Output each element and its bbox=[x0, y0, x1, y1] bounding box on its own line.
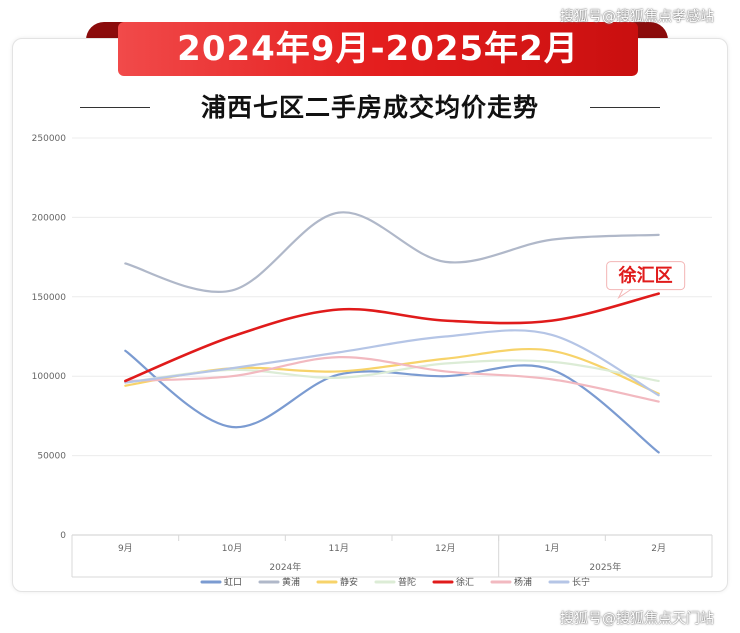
chart-title: 浦西七区二手房成交均价走势 bbox=[200, 93, 539, 122]
x-tick-label: 1月 bbox=[545, 543, 560, 554]
series-line-长宁 bbox=[124, 329, 660, 397]
chart-heading: 浦西七区二手房成交均价走势 bbox=[0, 86, 740, 130]
watermark-top: 搜狐号@搜狐焦点孝感站 bbox=[560, 9, 714, 25]
annotation-box bbox=[606, 261, 686, 291]
heading-rule-left bbox=[80, 107, 150, 108]
x-tick-label: 2月 bbox=[651, 543, 666, 554]
legend-label: 虹口 bbox=[224, 577, 242, 588]
x-tick-label: 12月 bbox=[435, 543, 455, 554]
series-line-黄浦 bbox=[124, 211, 660, 293]
year-label: 2025年 bbox=[589, 561, 621, 573]
chart-card bbox=[12, 38, 728, 592]
series-line-杨浦 bbox=[124, 356, 660, 403]
y-tick-label: 50000 bbox=[37, 452, 66, 462]
y-tick-label: 0 bbox=[60, 531, 66, 541]
legend-label: 黄浦 bbox=[282, 576, 300, 588]
legend-label: 徐汇 bbox=[456, 576, 474, 588]
x-tick-label: 11月 bbox=[328, 543, 348, 554]
legend-label: 静安 bbox=[340, 576, 358, 588]
annotation-label: 徐汇区 bbox=[618, 265, 673, 287]
series-line-徐汇 bbox=[124, 292, 660, 383]
y-tick-label: 100000 bbox=[32, 372, 67, 382]
legend-label: 长宁 bbox=[572, 576, 590, 588]
date-range-banner: 2024年9月-2025年2月 bbox=[118, 22, 638, 76]
y-tick-label: 200000 bbox=[32, 213, 67, 223]
y-tick-label: 250000 bbox=[32, 134, 67, 144]
legend-label: 普陀 bbox=[398, 576, 416, 588]
watermark-bottom: 搜狐号@搜狐焦点天门站 bbox=[560, 611, 714, 627]
x-tick-label: 9月 bbox=[118, 543, 133, 554]
annotation-pointer bbox=[617, 289, 631, 300]
year-label: 2024年 bbox=[269, 561, 301, 573]
legend-label: 杨浦 bbox=[514, 576, 532, 588]
x-tick-label: 10月 bbox=[222, 543, 242, 554]
heading-rule-right bbox=[590, 107, 660, 108]
y-tick-label: 150000 bbox=[32, 293, 67, 303]
